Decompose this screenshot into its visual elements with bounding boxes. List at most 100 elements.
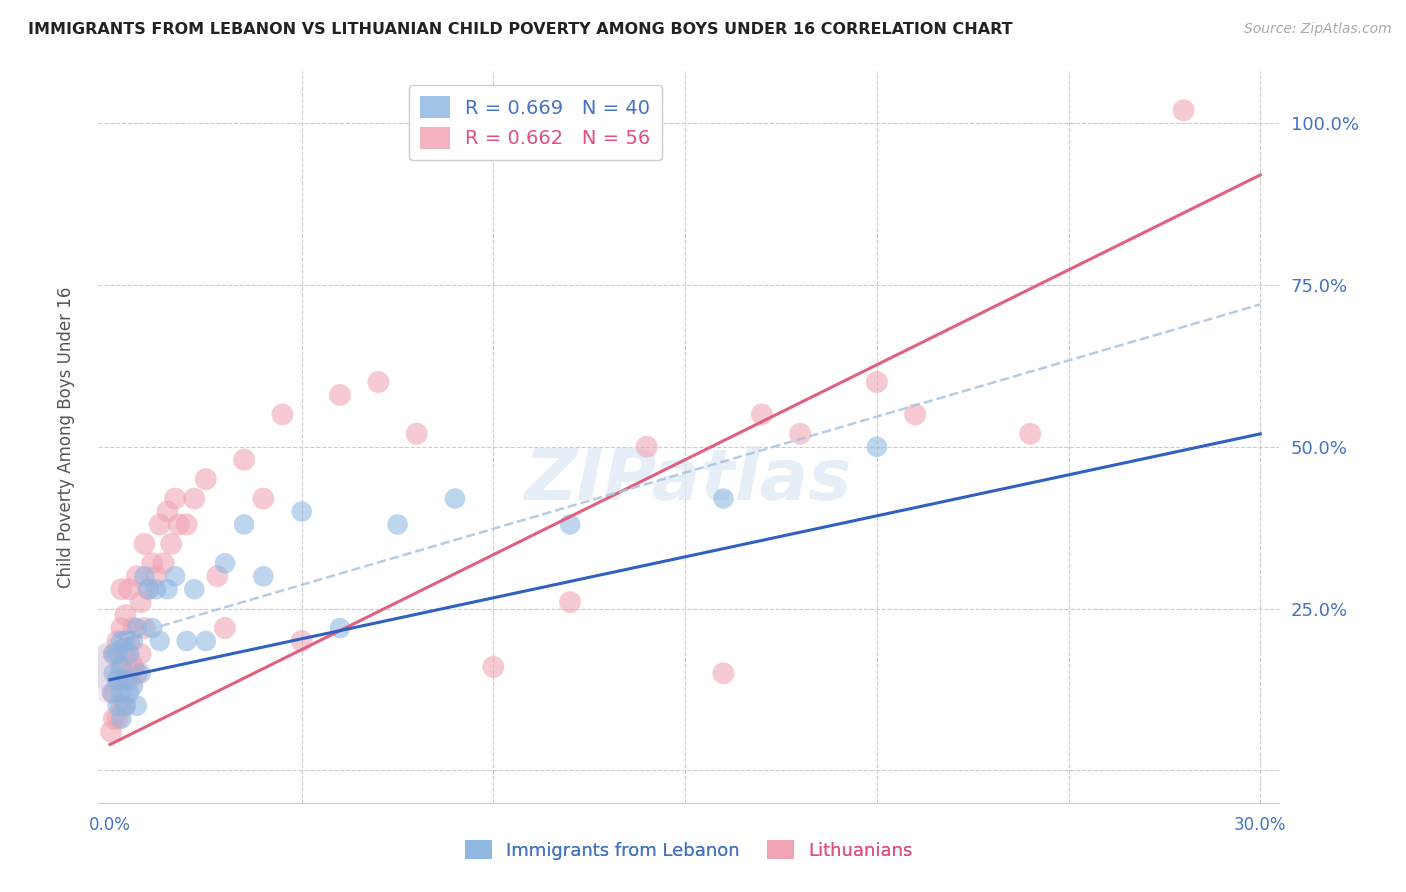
Point xyxy=(110,712,132,726)
Point xyxy=(156,504,179,518)
Point xyxy=(165,491,187,506)
Point xyxy=(104,660,127,674)
Point xyxy=(103,647,125,661)
Point xyxy=(118,582,141,597)
Point xyxy=(114,673,136,687)
Point xyxy=(114,698,136,713)
Point xyxy=(291,504,314,518)
Text: Source: ZipAtlas.com: Source: ZipAtlas.com xyxy=(1244,22,1392,37)
Point xyxy=(252,491,274,506)
Point xyxy=(125,621,148,635)
Point xyxy=(1173,103,1195,118)
Point xyxy=(103,686,125,700)
Point xyxy=(118,673,141,687)
Point xyxy=(165,569,187,583)
Point xyxy=(183,582,205,597)
Point xyxy=(636,440,658,454)
Point xyxy=(114,608,136,623)
Point xyxy=(110,686,132,700)
Point xyxy=(129,647,152,661)
Point xyxy=(122,621,145,635)
Point xyxy=(145,569,167,583)
Point xyxy=(176,517,198,532)
Point xyxy=(329,388,352,402)
Point xyxy=(129,595,152,609)
Point xyxy=(558,595,581,609)
Point xyxy=(107,673,129,687)
Point xyxy=(183,491,205,506)
Point xyxy=(125,698,148,713)
Text: ZIPatlas: ZIPatlas xyxy=(526,447,852,516)
Point xyxy=(291,634,314,648)
Point xyxy=(118,686,141,700)
Point xyxy=(103,666,125,681)
Point xyxy=(107,712,129,726)
Point xyxy=(134,537,156,551)
Point xyxy=(145,582,167,597)
Point xyxy=(134,569,156,583)
Point xyxy=(122,679,145,693)
Point xyxy=(110,660,132,674)
Point xyxy=(713,491,735,506)
Y-axis label: Child Poverty Among Boys Under 16: Child Poverty Among Boys Under 16 xyxy=(56,286,75,588)
Point xyxy=(114,698,136,713)
Point xyxy=(904,408,927,422)
Point xyxy=(444,491,467,506)
Point xyxy=(713,666,735,681)
Point xyxy=(103,666,125,681)
Point xyxy=(482,660,505,674)
Text: IMMIGRANTS FROM LEBANON VS LITHUANIAN CHILD POVERTY AMONG BOYS UNDER 16 CORRELAT: IMMIGRANTS FROM LEBANON VS LITHUANIAN CH… xyxy=(28,22,1012,37)
Point xyxy=(114,647,136,661)
Point xyxy=(194,634,217,648)
Point xyxy=(141,621,163,635)
Point xyxy=(233,517,256,532)
Point xyxy=(167,517,190,532)
Point xyxy=(156,582,179,597)
Point xyxy=(134,621,156,635)
Point xyxy=(118,634,141,648)
Point xyxy=(110,582,132,597)
Point xyxy=(136,582,159,597)
Point xyxy=(866,440,889,454)
Point xyxy=(252,569,274,583)
Point xyxy=(118,647,141,661)
Point xyxy=(107,647,129,661)
Point xyxy=(207,569,229,583)
Point xyxy=(122,660,145,674)
Point xyxy=(149,517,172,532)
Point xyxy=(107,698,129,713)
Point xyxy=(214,621,236,635)
Point xyxy=(107,634,129,648)
Point xyxy=(866,375,889,389)
Point xyxy=(103,712,125,726)
Point xyxy=(271,408,294,422)
Point xyxy=(149,634,172,648)
Point xyxy=(176,634,198,648)
Point xyxy=(751,408,773,422)
Point xyxy=(125,569,148,583)
Point xyxy=(160,537,183,551)
Point xyxy=(101,686,124,700)
Point xyxy=(367,375,389,389)
Point xyxy=(110,698,132,713)
Point xyxy=(405,426,427,441)
Point xyxy=(110,634,132,648)
Point xyxy=(194,472,217,486)
Point xyxy=(125,666,148,681)
Point xyxy=(100,724,122,739)
Point xyxy=(387,517,409,532)
Point xyxy=(136,582,159,597)
Point xyxy=(107,673,129,687)
Point xyxy=(214,557,236,571)
Point xyxy=(103,647,125,661)
Point xyxy=(233,452,256,467)
Point xyxy=(110,621,132,635)
Point xyxy=(129,666,152,681)
Point xyxy=(114,634,136,648)
Point xyxy=(1019,426,1042,441)
Point xyxy=(110,660,132,674)
Point xyxy=(329,621,352,635)
Point xyxy=(789,426,811,441)
Point xyxy=(122,634,145,648)
Legend: Immigrants from Lebanon, Lithuanians: Immigrants from Lebanon, Lithuanians xyxy=(457,832,921,867)
